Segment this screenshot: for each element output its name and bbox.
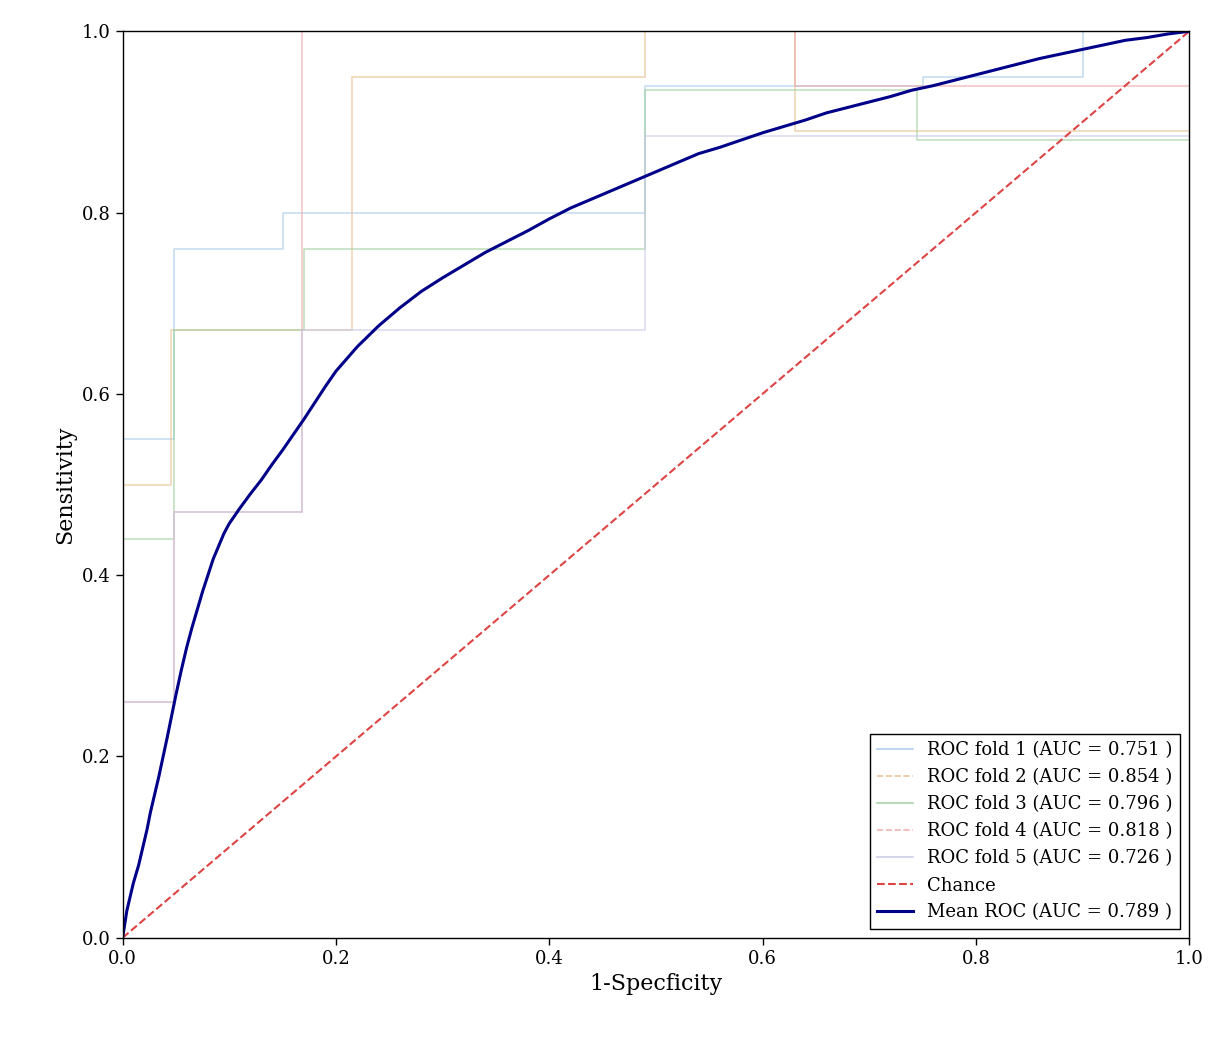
X-axis label: 1-Specficity: 1-Specficity <box>590 973 722 995</box>
Legend: ROC fold 1 (AUC = 0.751 ), ROC fold 2 (AUC = 0.854 ), ROC fold 3 (AUC = 0.796 ),: ROC fold 1 (AUC = 0.751 ), ROC fold 2 (A… <box>869 735 1181 928</box>
Y-axis label: Sensitivity: Sensitivity <box>54 425 76 544</box>
